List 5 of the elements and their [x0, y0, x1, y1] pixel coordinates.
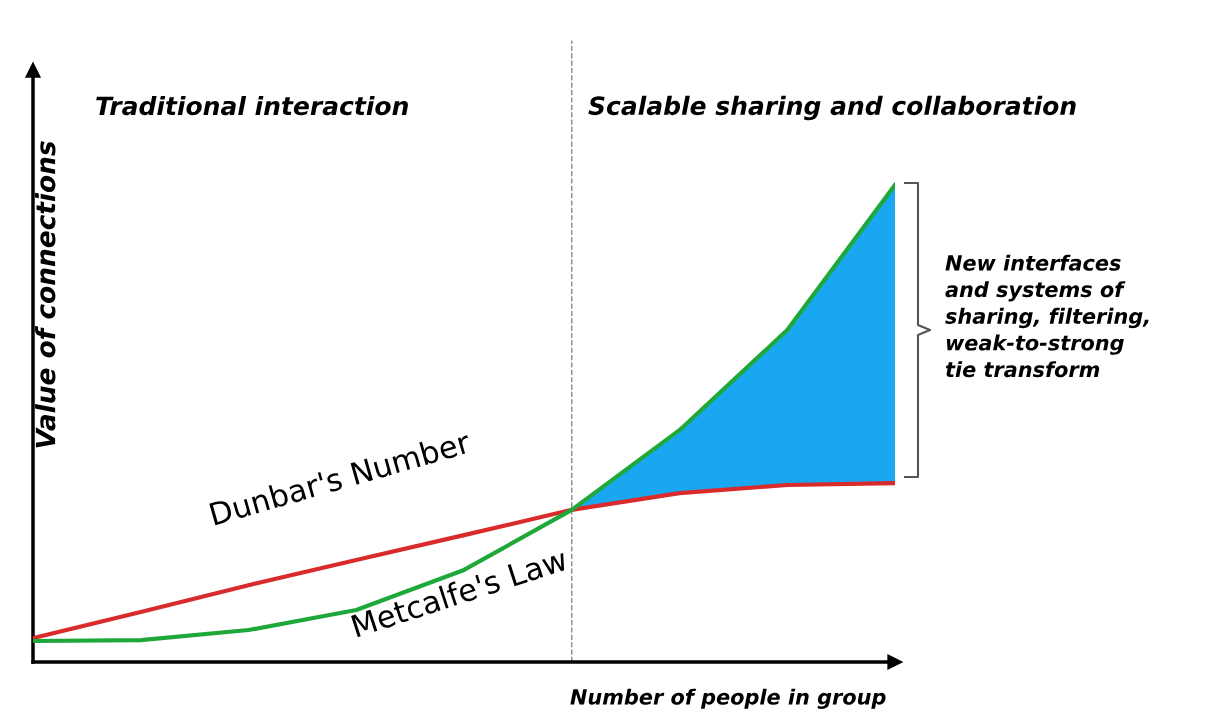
y-axis-title: Value of connections	[35, 141, 56, 448]
text: Traditional interaction	[96, 95, 408, 116]
x-axis-title: Number of people in group	[570, 688, 886, 709]
text: Scalable sharing and collaboration	[588, 95, 1076, 121]
text: New interfaces and systems of sharing, filtering, weak-to-strong tie transform	[945, 254, 1149, 378]
